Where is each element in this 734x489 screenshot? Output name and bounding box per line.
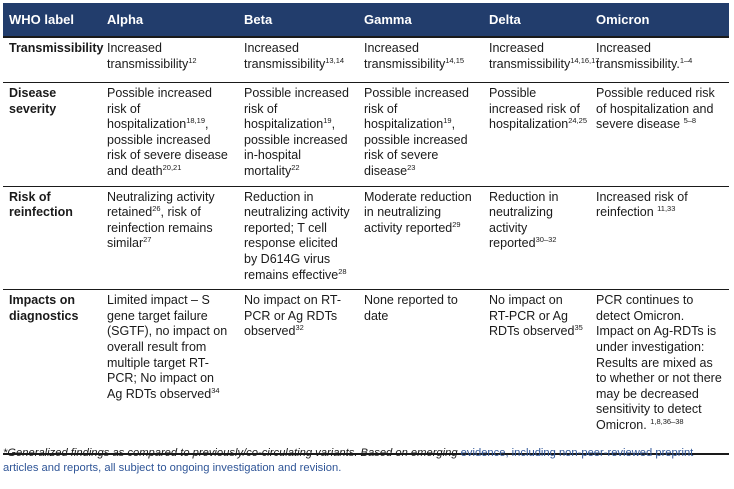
- cell-text: , risk of reinfection remains similar: [107, 205, 213, 251]
- header-delta: Delta: [483, 3, 590, 38]
- table-cell: Increased risk of reinfection 11,33: [590, 186, 729, 291]
- table-cell: Possible increased risk of hospitalizati…: [483, 82, 590, 187]
- table-cell: Increased transmissibility12: [101, 37, 238, 83]
- header-omicron: Omicron: [590, 3, 729, 38]
- table-row-transmissibility: Transmissibility Increased transmissibil…: [3, 37, 729, 83]
- cell-text: No impact on RT-PCR or Ag RDTs observed: [489, 293, 575, 339]
- cell-text: Moderate reduction in neutralizing activ…: [364, 189, 472, 235]
- row-label: Risk of reinfection: [3, 186, 101, 291]
- header-gamma: Gamma: [358, 3, 483, 38]
- cell-text: Possible increased risk of hospitalizati…: [489, 86, 581, 132]
- cell-text: Limited impact – S gene target failure (…: [107, 293, 228, 401]
- table-cell: Reduction in neutralizing activity repor…: [238, 186, 358, 291]
- table-cell: Neutralizing activity retained26, risk o…: [101, 186, 238, 291]
- table-row-disease-severity: Disease severity Possible increased risk…: [3, 82, 729, 187]
- table-cell: Limited impact – S gene target failure (…: [101, 289, 238, 456]
- citation-superscript: 28: [338, 266, 347, 276]
- cell-text: Possible increased risk of hospitalizati…: [364, 86, 469, 132]
- table-cell: PCR continues to detect Omicron. Impact …: [590, 289, 729, 456]
- header-alpha: Alpha: [101, 3, 238, 38]
- header-beta: Beta: [238, 3, 358, 38]
- citation-superscript: 34: [211, 385, 220, 395]
- footnote: *Generalized findings as compared to pre…: [3, 446, 723, 476]
- citation-superscript: 22: [291, 162, 300, 172]
- table-header: WHO label Alpha Beta Gamma Delta Omicron: [3, 3, 729, 38]
- table-cell: Increased transmissibility14,15: [358, 37, 483, 83]
- table-cell: Moderate reduction in neutralizing activ…: [358, 186, 483, 291]
- citation-superscript: 35: [574, 323, 583, 333]
- cell-text: , possible increased in-hospital mortali…: [244, 117, 348, 178]
- cell-text: Possible increased risk of hospitalizati…: [244, 86, 349, 132]
- table-cell: No impact on RT-PCR or Ag RDTs observed3…: [238, 289, 358, 456]
- citation-superscript: 26: [152, 204, 161, 213]
- table-cell: Possible increased risk of hospitalizati…: [238, 82, 358, 187]
- citation-superscript: 19: [323, 116, 332, 126]
- citation-superscript: 5–8: [683, 116, 697, 126]
- cell-text: Possible increased risk of hospitalizati…: [107, 86, 212, 132]
- cell-text: No impact on RT-PCR or Ag RDTs observed: [244, 293, 342, 339]
- cell-text: Reduction in neutralizing activity repor…: [244, 189, 350, 282]
- cell-text: , possible increased risk of severe dise…: [107, 117, 228, 178]
- citation-superscript: 30–32: [535, 235, 557, 245]
- table-row-risk-of-reinfection: Risk of reinfection Neutralizing activit…: [3, 186, 729, 291]
- table-cell: Possible increased risk of hospitalizati…: [101, 82, 238, 187]
- table-cell: Reduction in neutralizing activity repor…: [483, 186, 590, 291]
- table-cell: Possible reduced risk of hospitalization…: [590, 82, 729, 187]
- cell-text: , possible increased risk of severe dise…: [364, 117, 468, 178]
- row-label: Impacts on diagnostics: [3, 289, 101, 456]
- header-who-label: WHO label: [3, 3, 101, 38]
- table-cell: Possible increased risk of hospitalizati…: [358, 82, 483, 187]
- table-cell: Increased transmissibility14,16,17: [483, 37, 599, 83]
- citation-superscript: 29: [452, 219, 461, 229]
- cell-text: None reported to date: [364, 293, 458, 323]
- citation-superscript: 23: [407, 162, 416, 172]
- cell-text: Reduction in neutralizing activity repor…: [489, 189, 559, 251]
- citation-superscript: 20,21: [162, 162, 182, 172]
- cell-text: Possible reduced risk of hospitalization…: [596, 86, 715, 132]
- footnote-rest-text: evidence, including non-peer-reviewed pr…: [3, 447, 694, 474]
- citation-superscript: 11,33: [657, 204, 676, 213]
- citation-superscript: 24,25: [568, 116, 587, 126]
- header-row: WHO label Alpha Beta Gamma Delta Omicron: [3, 3, 729, 38]
- table-body: Transmissibility Increased transmissibil…: [3, 37, 729, 456]
- citation-superscript: 19: [443, 116, 452, 126]
- citation-superscript: 1,8,36–38: [650, 416, 684, 426]
- citation-superscript: 27: [143, 235, 152, 245]
- table-cell: Increased transmissibility.1–4: [590, 37, 729, 83]
- row-label: Disease severity: [3, 82, 101, 187]
- table-cell: No impact on RT-PCR or Ag RDTs observed3…: [483, 289, 590, 456]
- table-cell: Increased transmissibility13,14: [238, 37, 358, 83]
- cell-text: Neutralizing activity retained: [107, 189, 215, 220]
- table-row-impacts-on-diagnostics: Impacts on diagnostics Limited impact – …: [3, 289, 729, 456]
- cell-text: PCR continues to detect Omicron. Impact …: [596, 293, 722, 432]
- citation-superscript: 32: [295, 323, 304, 333]
- variant-comparison-table: WHO label Alpha Beta Gamma Delta Omicron…: [3, 3, 729, 456]
- row-label: Transmissibility: [3, 37, 103, 83]
- footnote-italic-text: *Generalized findings as compared to pre…: [3, 447, 458, 459]
- cell-text: Increased risk of reinfection: [596, 189, 688, 220]
- table-cell: None reported to date: [358, 289, 483, 456]
- citation-superscript: 18,19: [186, 116, 205, 126]
